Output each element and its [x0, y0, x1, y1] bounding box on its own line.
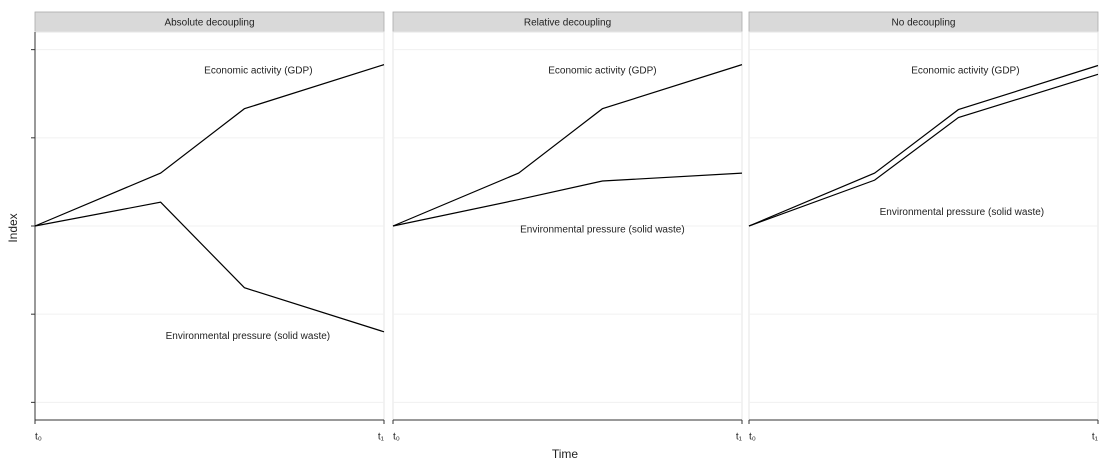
series-label: Economic activity (GDP): [911, 65, 1019, 76]
x-tick-label: t₁: [736, 432, 743, 443]
series-line: [34, 64, 385, 227]
strip-title: No decoupling: [892, 18, 956, 29]
series-label: Economic activity (GDP): [548, 65, 656, 76]
series-line: [748, 73, 1099, 227]
strip-title: Relative decoupling: [524, 18, 611, 29]
series-label: Economic activity (GDP): [204, 65, 312, 76]
x-tick-label: t₀: [749, 432, 756, 443]
series-label: Environmental pressure (solid waste): [880, 207, 1045, 218]
x-tick-label: t₀: [393, 432, 400, 443]
series-line: [392, 64, 743, 227]
series-label: Environmental pressure (solid waste): [520, 225, 685, 236]
series-line: [748, 64, 1099, 227]
series-line: [34, 201, 385, 333]
x-tick-label: t₀: [35, 432, 42, 443]
series-line: [392, 172, 743, 227]
series-label: Environmental pressure (solid waste): [166, 331, 331, 342]
strip-title: Absolute decoupling: [164, 18, 254, 29]
x-tick-label: t₁: [378, 432, 385, 443]
x-tick-label: t₁: [1092, 432, 1099, 443]
y-axis-title: Index: [6, 213, 20, 242]
x-axis-title: Time: [552, 447, 579, 461]
